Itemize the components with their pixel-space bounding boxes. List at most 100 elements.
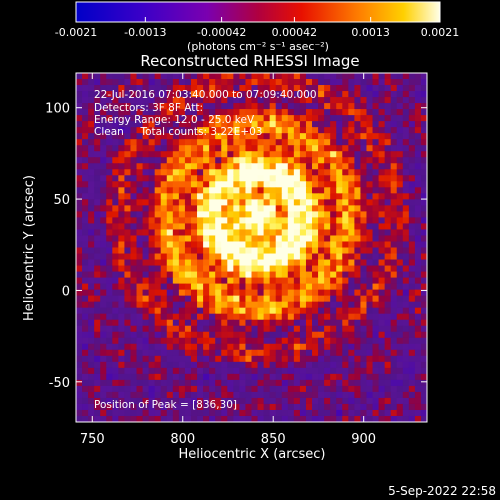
heatmap-cell [239,247,247,255]
heatmap-cell [76,217,83,225]
heatmap-cell [160,175,168,182]
heatmap-cell [100,313,107,321]
heatmap-cell [142,403,150,411]
heatmap-cell [378,97,386,104]
heatmap-cell [239,91,247,98]
heatmap-cell [396,79,404,86]
heatmap-cell [94,373,101,381]
heatmap-cell [124,181,132,188]
heatmap-cell [100,97,107,104]
heatmap-cell [82,169,89,176]
heatmap-cell [100,343,107,351]
heatmap-cell [275,403,283,411]
heatmap-cell [136,319,144,327]
heatmap-cell [378,391,386,399]
heatmap-cell [106,283,113,291]
heatmap-cell [209,235,216,243]
heatmap-cell [136,415,144,422]
heatmap-cell [354,229,362,237]
heatmap-cell [76,415,83,422]
heatmap-cell [233,277,240,285]
heatmap-cell [76,337,83,345]
heatmap-cell [203,403,210,411]
heatmap-cell [269,265,277,273]
heatmap-cell [130,367,138,375]
heatmap-cell [324,391,331,399]
heatmap-cell [318,289,325,297]
heatmap-cell [136,337,144,345]
heatmap-cell [136,175,144,182]
heatmap-cell [414,151,422,158]
heatmap-cell [209,337,216,345]
heatmap-cell [299,319,307,327]
heatmap-cell [88,145,95,152]
heatmap-cell [354,307,362,315]
heatmap-cell [160,205,168,212]
heatmap-cell [318,145,325,152]
heatmap-cell [420,145,427,152]
heatmap-cell [190,379,198,387]
heatmap-cell [209,163,216,170]
heatmap-cell [88,397,95,405]
heatmap-cell [76,145,83,152]
heatmap-cell [372,373,380,381]
heatmap-cell [414,337,422,345]
heatmap-cell [348,211,355,219]
heatmap-cell [354,103,362,110]
heatmap-cell [118,337,126,345]
heatmap-cell [378,103,386,110]
heatmap-cell [172,163,180,170]
heatmap-cell [330,385,337,393]
annotation-energy-range: Energy Range: 12.0 - 25.0 keV [94,114,255,126]
heatmap-cell [263,283,271,291]
heatmap-cell [94,223,101,231]
heatmap-cell [324,217,331,225]
heatmap-cell [203,391,210,399]
heatmap-cell [142,331,150,339]
heatmap-cell [100,307,107,315]
heatmap-cell [257,121,265,128]
heatmap-cell [336,295,343,303]
heatmap-cell [305,187,313,194]
heatmap-cell [221,241,228,249]
heatmap-cell [239,409,247,417]
heatmap-cell [239,181,247,188]
heatmap-cell [112,385,119,393]
heatmap-cell [275,127,283,134]
heatmap-cell [384,301,392,309]
heatmap-cell [94,133,101,140]
heatmap-cell [172,211,180,219]
heatmap-cell [106,193,113,200]
heatmap-cell [336,379,343,387]
heatmap-cell [293,259,301,267]
heatmap-cell [287,163,295,170]
heatmap-cell [420,181,427,188]
heatmap-cell [118,295,126,303]
heatmap-cell [414,331,422,339]
heatmap-cell [227,379,234,387]
heatmap-cell [172,337,180,345]
heatmap-cell [112,349,119,357]
heatmap-cell [408,277,416,285]
heatmap-cell [136,241,144,249]
heatmap-cell [76,127,83,134]
heatmap-cell [209,121,216,128]
heatmap-cell [106,277,113,285]
heatmap-cell [305,319,313,327]
heatmap-cell [251,169,259,176]
heatmap-cell [348,295,355,303]
heatmap-cell [190,217,198,225]
heatmap-cell [312,259,319,267]
heatmap-cell [215,145,222,152]
heatmap-cell [263,109,271,116]
heatmap-cell [136,145,144,152]
heatmap-cell [414,349,422,357]
heatmap-cell [372,253,380,261]
heatmap-cell [190,163,198,170]
heatmap-cell [172,307,180,315]
heatmap-cell [94,145,101,152]
heatmap-cell [118,175,126,182]
heatmap-cell [281,415,289,422]
heatmap-cell [414,217,422,225]
heatmap-cell [281,403,289,411]
